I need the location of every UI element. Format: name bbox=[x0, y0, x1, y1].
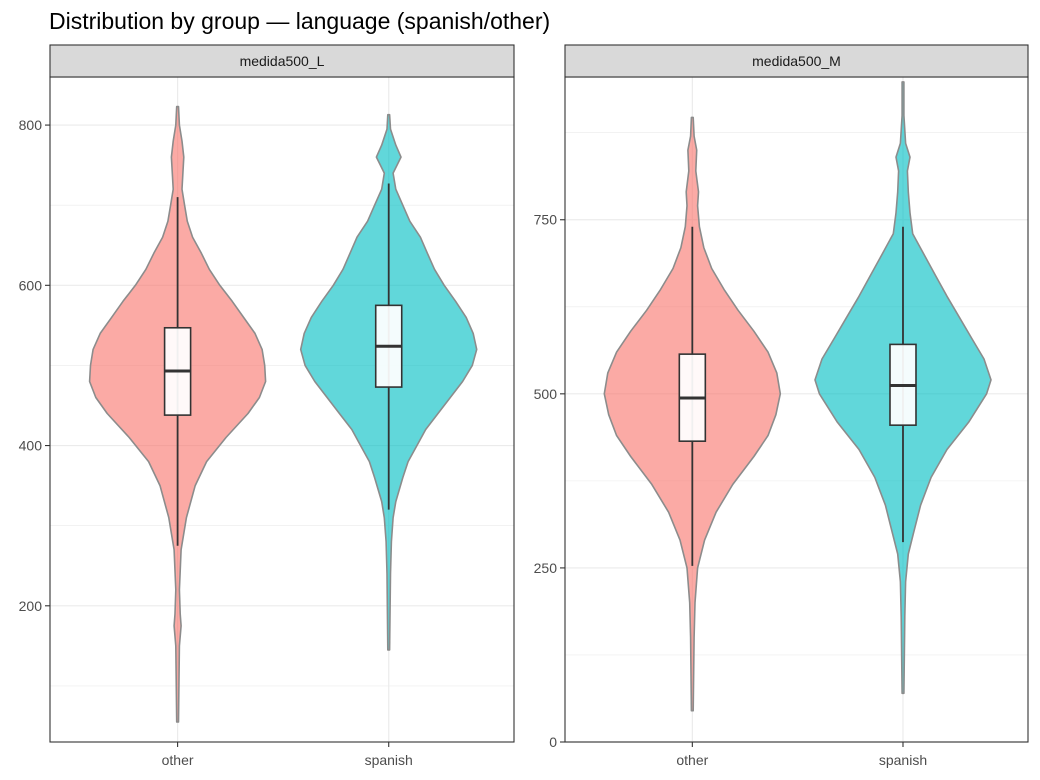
chart-title: Distribution by group — language (spanis… bbox=[49, 8, 550, 34]
strip-background bbox=[49, 44, 515, 78]
x-tick-label: spanish bbox=[365, 752, 413, 768]
y-tick-label: 750 bbox=[534, 212, 558, 228]
axes: 0 250 500 750 other spanish bbox=[534, 212, 927, 768]
violin-marks bbox=[88, 105, 478, 723]
y-tick-label: 400 bbox=[19, 438, 43, 454]
panel-medida500-L: medida500_L 200 400 600 800 other spanish bbox=[19, 44, 515, 768]
y-tick-label: 500 bbox=[534, 386, 558, 402]
strip-label: medida500_M bbox=[752, 53, 841, 69]
x-tick-label: other bbox=[676, 752, 708, 768]
violin-marks bbox=[603, 81, 992, 712]
strip-background bbox=[564, 44, 1029, 78]
y-tick-label: 600 bbox=[19, 277, 43, 293]
y-tick-label: 0 bbox=[549, 734, 557, 750]
strip-label: medida500_L bbox=[240, 53, 325, 69]
x-tick-label: spanish bbox=[879, 752, 927, 768]
y-tick-label: 800 bbox=[19, 117, 43, 133]
x-tick-label: other bbox=[162, 752, 194, 768]
y-tick-label: 250 bbox=[534, 560, 558, 576]
axes: 200 400 600 800 other spanish bbox=[19, 117, 413, 768]
panel-medida500-M: medida500_M 0 250 500 750 other spanish bbox=[534, 44, 1029, 768]
y-tick-label: 200 bbox=[19, 598, 43, 614]
